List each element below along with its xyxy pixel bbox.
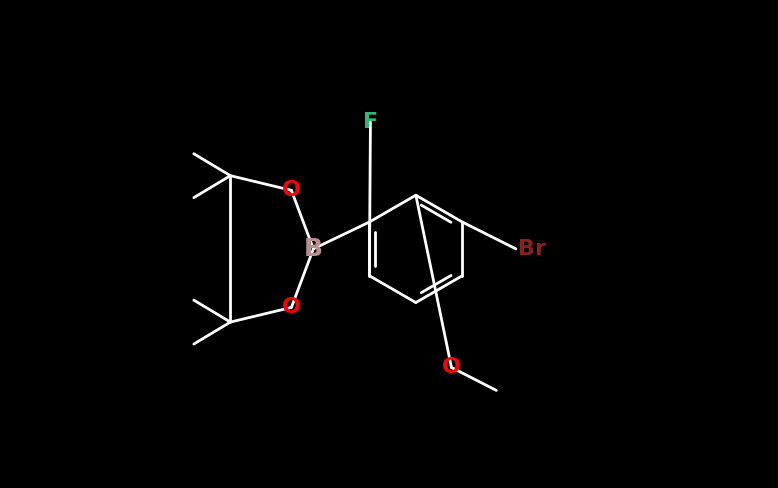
Text: Br: Br (518, 239, 546, 259)
Text: O: O (282, 298, 301, 317)
Text: O: O (442, 358, 461, 377)
Text: B: B (304, 237, 323, 261)
Text: O: O (282, 181, 301, 200)
Text: F: F (363, 112, 378, 132)
